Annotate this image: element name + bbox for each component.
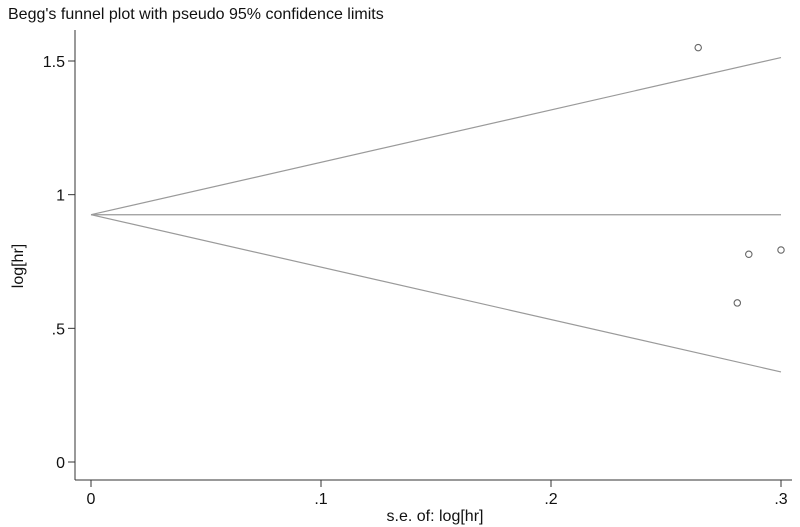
x-tick-label: 0	[87, 491, 96, 508]
y-tick-label: 1	[56, 188, 65, 205]
data-point	[733, 299, 742, 307]
x-tick-label: .1	[314, 491, 327, 508]
x-tick-label: .2	[544, 491, 557, 508]
upper-confidence-limit	[90, 56, 782, 216]
chart-title: Begg's funnel plot with pseudo 95% confi…	[8, 6, 384, 23]
y-tick-label: 1.5	[43, 54, 65, 71]
x-axis-title: s.e. of: log[hr]	[387, 508, 484, 525]
confidence-lines	[90, 56, 782, 373]
data-points	[694, 43, 785, 307]
data-point	[745, 250, 753, 259]
y-tick-label: .5	[52, 321, 65, 338]
y-axis-title: log[hr]	[10, 244, 27, 288]
data-point	[694, 43, 702, 52]
lower-confidence-limit	[90, 214, 782, 373]
data-point	[777, 246, 785, 254]
axes: 0 .5 1 1.5 0 .1 .2 .3	[43, 30, 792, 508]
y-tick-label: 0	[56, 455, 65, 472]
x-tick-label: .3	[774, 491, 787, 508]
